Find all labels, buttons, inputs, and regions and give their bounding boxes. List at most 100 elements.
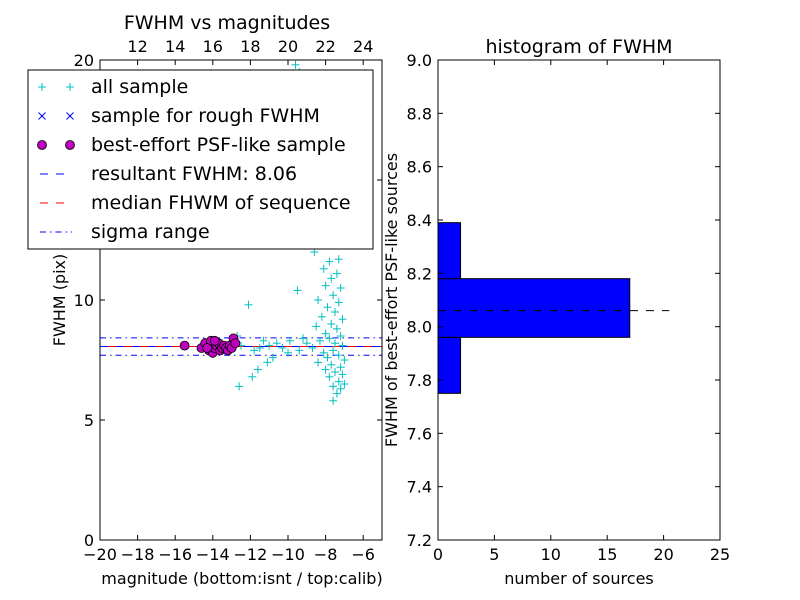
plus-point-19 [329, 291, 338, 300]
legend-marker-circle [37, 140, 47, 150]
plus-point-25 [338, 315, 347, 324]
circle-point-0 [179, 340, 190, 351]
plus-point-35 [338, 341, 347, 350]
x-tick-label: −12 [234, 545, 268, 564]
plus-point-28 [332, 324, 341, 333]
plus-point-41 [340, 356, 349, 364]
scatter-top-x-ticks: 12 14 16 18 20 22 24 [127, 37, 373, 56]
plus-point-72 [295, 346, 304, 355]
top-x-tick-label: 14 [165, 37, 185, 56]
plus-point-61 [250, 346, 259, 355]
plus-point-16 [321, 281, 330, 290]
plus-point-63 [253, 365, 262, 374]
x-tick-label: 10 [541, 545, 561, 564]
y-tick-label: 8.6 [407, 158, 432, 177]
y-tick-label: 5 [84, 411, 94, 430]
legend-label: median FHWM of sequence [91, 192, 351, 214]
plus-point-0 [291, 60, 300, 69]
circle-point-18 [202, 343, 213, 353]
x-tick-label: −8 [314, 545, 338, 564]
top-x-tick-label: 18 [240, 37, 260, 56]
y-tick-label: 9.0 [407, 51, 432, 70]
histogram-x-axis-label: number of sources [504, 569, 654, 588]
legend-label: resultant FWHM: 8.06 [91, 163, 297, 185]
plus-point-37 [329, 346, 338, 355]
legend-entry: resultant FWHM: 8.06 [40, 163, 297, 185]
plus-point-42 [314, 358, 323, 367]
plus-point-54 [329, 396, 338, 405]
legend-entry: sigma range [40, 221, 210, 243]
histogram-frame [437, 59, 721, 541]
top-x-tick-label: 20 [278, 37, 298, 56]
plus-point-45 [321, 365, 330, 374]
plus-point-48 [325, 372, 334, 381]
scatter-x-ticks: −20 −18 −16 −14 −12 −10 −8 −6 [83, 60, 375, 564]
legend-entries: all sample sample for rough FWHM best-effo… [37, 76, 351, 243]
y-tick-label: 8.2 [407, 264, 432, 283]
scatter-y-axis-label: FWHM (pix) [50, 254, 69, 347]
top-x-tick-label: 22 [315, 37, 335, 56]
x-tick-label: −16 [158, 545, 192, 564]
legend-entry: median FHWM of sequence [40, 192, 351, 214]
plus-point-62 [268, 353, 277, 362]
plus-point-50 [340, 380, 349, 388]
histogram-title: histogram of FWHM [485, 36, 672, 58]
plus-point-12 [325, 257, 334, 266]
plus-point-46 [331, 368, 339, 376]
plus-point-30 [336, 332, 345, 340]
plus-point-15 [327, 274, 336, 283]
top-x-tick-label: 12 [127, 37, 147, 56]
plus-point-39 [334, 351, 343, 360]
legend-label: sample for rough FWHM [91, 105, 320, 127]
plus-point-40 [323, 353, 332, 362]
histogram-bar-1 [437, 278, 631, 338]
histogram-y-axis-label: FWHM of best-effort PSF-like sources [382, 153, 401, 447]
histogram-panel: 0 5 10 15 20 25 7.2 7.4 7.6 7.8 8.0 8.2 8.4 8.6 8.8 9.… [382, 36, 730, 588]
plus-point-24 [317, 312, 326, 321]
top-x-tick-label: 16 [203, 37, 223, 56]
x-tick-label: 20 [653, 545, 673, 564]
plus-point-44 [336, 363, 345, 372]
plus-point-58 [265, 341, 274, 350]
y-tick-label: 7.6 [407, 424, 432, 443]
plus-point-70 [284, 348, 292, 357]
scatter-title: FWHM vs magnitudes [124, 12, 330, 34]
y-tick-label: 0 [84, 531, 94, 550]
x-tick-label: −14 [196, 545, 230, 564]
plus-point-20 [314, 296, 323, 304]
circle-point-19 [209, 335, 220, 346]
plus-point-71 [299, 334, 308, 343]
histogram-bar-2 [437, 222, 462, 280]
plus-point-34 [302, 339, 311, 348]
legend-entry: all sample [38, 76, 188, 98]
plus-point-38 [319, 348, 328, 357]
x-tick-label: 15 [597, 545, 617, 564]
plus-point-60 [255, 344, 264, 352]
legend-marker-x [38, 112, 46, 120]
plus-point-31 [325, 334, 334, 343]
plus-point-29 [321, 329, 330, 338]
scatter-x-axis-label: magnitude (bottom:isnt / top:calib) [101, 569, 382, 588]
plus-point-74 [263, 358, 272, 367]
plus-point-23 [331, 308, 339, 316]
legend-label: all sample [91, 76, 188, 98]
plus-point-55 [285, 336, 294, 345]
x-tick-label: −10 [271, 545, 305, 564]
plus-point-53 [332, 389, 341, 398]
plus-point-56 [278, 344, 287, 352]
legend-marker-x [66, 112, 74, 120]
circle-point-17 [230, 338, 241, 349]
plus-point-27 [312, 322, 321, 331]
legend-label: sigma range [91, 221, 210, 243]
y-tick-label: 10 [74, 291, 94, 310]
plus-point-32 [315, 336, 324, 345]
plus-point-65 [235, 382, 244, 391]
plus-point-47 [338, 370, 347, 379]
histogram-y-ticks: 7.2 7.4 7.6 7.8 8.0 8.2 8.4 8.6 8.8 9.0 [407, 51, 720, 550]
histogram-x-ticks: 0 5 10 15 20 25 [433, 60, 730, 564]
plus-point-59 [259, 336, 268, 345]
plus-point-26 [327, 320, 336, 328]
y-tick-label: 8.4 [407, 211, 432, 230]
